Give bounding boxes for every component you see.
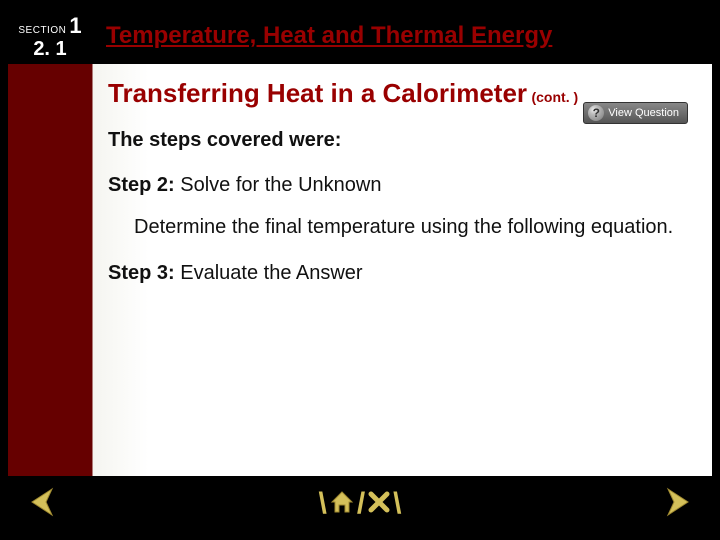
- question-icon: ?: [588, 105, 604, 121]
- step-3-text: Evaluate the Answer: [175, 262, 363, 284]
- step-3-label: Step 3:: [108, 262, 175, 284]
- view-question-button[interactable]: ? View Question: [583, 102, 688, 124]
- slide-container: SECTION 1 2. 1 Temperature, Heat and The…: [8, 8, 712, 532]
- step-2-description: Determine the final temperature using th…: [134, 215, 684, 240]
- arrow-right-icon: [658, 485, 698, 519]
- section-number: 1: [69, 13, 81, 39]
- divider: /: [357, 487, 365, 521]
- step-2-label: Step 2:: [108, 174, 175, 196]
- section-box: SECTION 1 2. 1: [8, 8, 92, 64]
- intro-line: The steps covered were:: [108, 129, 684, 152]
- step-2-text: Solve for the Unknown: [175, 174, 382, 196]
- close-icon: [366, 489, 392, 515]
- continued-label: (cont. ): [531, 89, 578, 105]
- nav-left: [22, 485, 62, 524]
- section-subnumber: 2. 1: [33, 39, 66, 59]
- section-label: SECTION: [18, 25, 66, 36]
- step-2: Step 2: Solve for the Unknown: [108, 174, 684, 197]
- divider: \: [393, 487, 401, 521]
- page-title: Temperature, Heat and Thermal Energy: [106, 22, 552, 50]
- arrow-left-icon: [22, 485, 62, 519]
- step-3: Step 3: Evaluate the Answer: [108, 262, 684, 285]
- close-button[interactable]: [366, 489, 392, 520]
- home-button[interactable]: [328, 488, 356, 521]
- content-heading: Transferring Heat in a Calorimeter: [108, 78, 527, 108]
- view-question-label: View Question: [608, 107, 679, 119]
- footer-nav: \ / \: [8, 476, 712, 532]
- home-icon: [328, 488, 356, 516]
- prev-button[interactable]: [22, 485, 62, 524]
- header: SECTION 1 2. 1 Temperature, Heat and The…: [8, 8, 712, 64]
- title-bar: Temperature, Heat and Thermal Energy: [92, 8, 712, 64]
- divider: \: [318, 487, 326, 521]
- nav-center: \ / \: [62, 487, 658, 521]
- nav-right: [658, 485, 698, 524]
- next-button[interactable]: [658, 485, 698, 524]
- content-area: Transferring Heat in a Calorimeter (cont…: [8, 64, 712, 285]
